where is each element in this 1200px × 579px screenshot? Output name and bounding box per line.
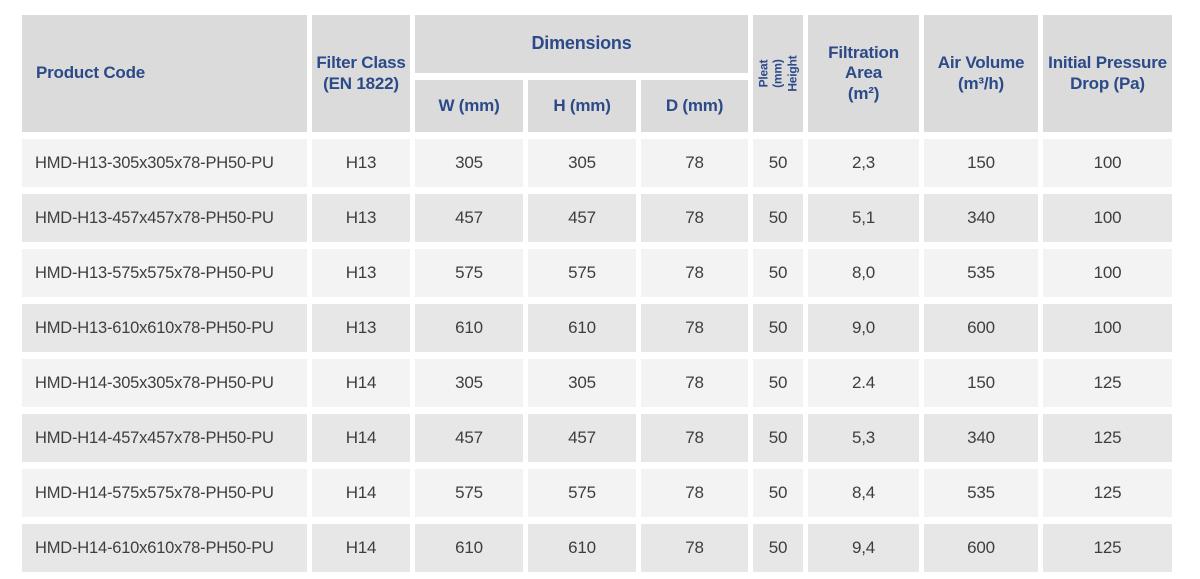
cell-air-volume: 600: [924, 304, 1039, 353]
table-row: HMD-H14-575x575x78-PH50-PU H14 575 575 7…: [22, 469, 1173, 518]
cell-air-volume: 535: [924, 469, 1039, 518]
cell-h-mm: 610: [528, 304, 636, 353]
cell-product-code: HMD-H13-305x305x78-PH50-PU: [22, 139, 307, 188]
col-header-filtration-area: Filtration Area (m²): [808, 15, 920, 133]
cell-initial-pressure-drop: 125: [1043, 359, 1173, 408]
col-header-d-mm: D (mm): [641, 79, 749, 133]
cell-product-code: HMD-H13-457x457x78-PH50-PU: [22, 194, 307, 243]
cell-d-mm: 78: [641, 359, 749, 408]
col-header-h-mm: H (mm): [528, 79, 636, 133]
table-row: HMD-H13-305x305x78-PH50-PU H13 305 305 7…: [22, 139, 1173, 188]
cell-filter-class: H14: [312, 524, 410, 573]
pleat-height-rotated-label: Pleat (mm) Height: [756, 55, 800, 92]
cell-initial-pressure-drop: 125: [1043, 469, 1173, 518]
cell-d-mm: 78: [641, 139, 749, 188]
cell-product-code: HMD-H13-610x610x78-PH50-PU: [22, 304, 307, 353]
cell-product-code: HMD-H13-575x575x78-PH50-PU: [22, 249, 307, 298]
cell-filter-class: H13: [312, 194, 410, 243]
cell-filter-class: H14: [312, 359, 410, 408]
table-row: HMD-H14-305x305x78-PH50-PU H14 305 305 7…: [22, 359, 1173, 408]
cell-h-mm: 575: [528, 469, 636, 518]
cell-h-mm: 457: [528, 194, 636, 243]
cell-d-mm: 78: [641, 249, 749, 298]
cell-h-mm: 610: [528, 524, 636, 573]
cell-w-mm: 610: [415, 304, 523, 353]
cell-d-mm: 78: [641, 304, 749, 353]
cell-pleat-height: 50: [753, 249, 804, 298]
cell-product-code: HMD-H14-457x457x78-PH50-PU: [22, 414, 307, 463]
cell-filter-class: H13: [312, 249, 410, 298]
cell-filter-class: H13: [312, 304, 410, 353]
table-row: HMD-H14-610x610x78-PH50-PU H14 610 610 7…: [22, 524, 1173, 573]
cell-filtration-area: 9,0: [808, 304, 920, 353]
filter-specs-table: Product Code Filter Class (EN 1822) Dime…: [17, 8, 1177, 579]
cell-d-mm: 78: [641, 524, 749, 573]
cell-filter-class: H13: [312, 139, 410, 188]
cell-pleat-height: 50: [753, 524, 804, 573]
cell-w-mm: 305: [415, 359, 523, 408]
cell-pleat-height: 50: [753, 139, 804, 188]
cell-d-mm: 78: [641, 414, 749, 463]
cell-pleat-height: 50: [753, 304, 804, 353]
pleat-height-rotated-wrap: Pleat (mm) Height: [753, 36, 803, 112]
table-header: Product Code Filter Class (EN 1822) Dime…: [22, 15, 1173, 133]
cell-h-mm: 305: [528, 139, 636, 188]
cell-filtration-area: 5,1: [808, 194, 920, 243]
cell-filtration-area: 8,4: [808, 469, 920, 518]
cell-filtration-area: 9,4: [808, 524, 920, 573]
cell-d-mm: 78: [641, 194, 749, 243]
cell-filtration-area: 2.4: [808, 359, 920, 408]
cell-air-volume: 340: [924, 194, 1039, 243]
cell-filter-class: H14: [312, 414, 410, 463]
cell-h-mm: 457: [528, 414, 636, 463]
cell-initial-pressure-drop: 125: [1043, 524, 1173, 573]
cell-pleat-height: 50: [753, 414, 804, 463]
col-header-air-volume: Air Volume (m³/h): [924, 15, 1039, 133]
table-row: HMD-H13-610x610x78-PH50-PU H13 610 610 7…: [22, 304, 1173, 353]
cell-air-volume: 600: [924, 524, 1039, 573]
cell-pleat-height: 50: [753, 469, 804, 518]
cell-air-volume: 150: [924, 139, 1039, 188]
cell-initial-pressure-drop: 125: [1043, 414, 1173, 463]
cell-w-mm: 610: [415, 524, 523, 573]
cell-air-volume: 535: [924, 249, 1039, 298]
table-row: HMD-H14-457x457x78-PH50-PU H14 457 457 7…: [22, 414, 1173, 463]
col-header-pleat-height: Pleat (mm) Height: [753, 15, 804, 133]
cell-air-volume: 340: [924, 414, 1039, 463]
cell-w-mm: 457: [415, 194, 523, 243]
col-header-filter-class: Filter Class (EN 1822): [312, 15, 410, 133]
cell-initial-pressure-drop: 100: [1043, 249, 1173, 298]
cell-filter-class: H14: [312, 469, 410, 518]
cell-h-mm: 305: [528, 359, 636, 408]
cell-initial-pressure-drop: 100: [1043, 304, 1173, 353]
col-header-w-mm: W (mm): [415, 79, 523, 133]
cell-w-mm: 457: [415, 414, 523, 463]
cell-filtration-area: 2,3: [808, 139, 920, 188]
table-row: HMD-H13-575x575x78-PH50-PU H13 575 575 7…: [22, 249, 1173, 298]
cell-d-mm: 78: [641, 469, 749, 518]
cell-filtration-area: 8,0: [808, 249, 920, 298]
table-body: HMD-H13-305x305x78-PH50-PU H13 305 305 7…: [22, 139, 1173, 573]
col-header-initial-pressure-drop: Initial Pressure Drop (Pa): [1043, 15, 1173, 133]
cell-pleat-height: 50: [753, 359, 804, 408]
cell-initial-pressure-drop: 100: [1043, 139, 1173, 188]
cell-w-mm: 575: [415, 469, 523, 518]
cell-w-mm: 575: [415, 249, 523, 298]
cell-filtration-area: 5,3: [808, 414, 920, 463]
cell-pleat-height: 50: [753, 194, 804, 243]
cell-h-mm: 575: [528, 249, 636, 298]
col-header-product-code: Product Code: [22, 15, 307, 133]
cell-product-code: HMD-H14-575x575x78-PH50-PU: [22, 469, 307, 518]
cell-air-volume: 150: [924, 359, 1039, 408]
cell-product-code: HMD-H14-610x610x78-PH50-PU: [22, 524, 307, 573]
cell-initial-pressure-drop: 100: [1043, 194, 1173, 243]
cell-w-mm: 305: [415, 139, 523, 188]
col-header-dimensions: Dimensions: [415, 15, 749, 73]
cell-product-code: HMD-H14-305x305x78-PH50-PU: [22, 359, 307, 408]
table-row: HMD-H13-457x457x78-PH50-PU H13 457 457 7…: [22, 194, 1173, 243]
